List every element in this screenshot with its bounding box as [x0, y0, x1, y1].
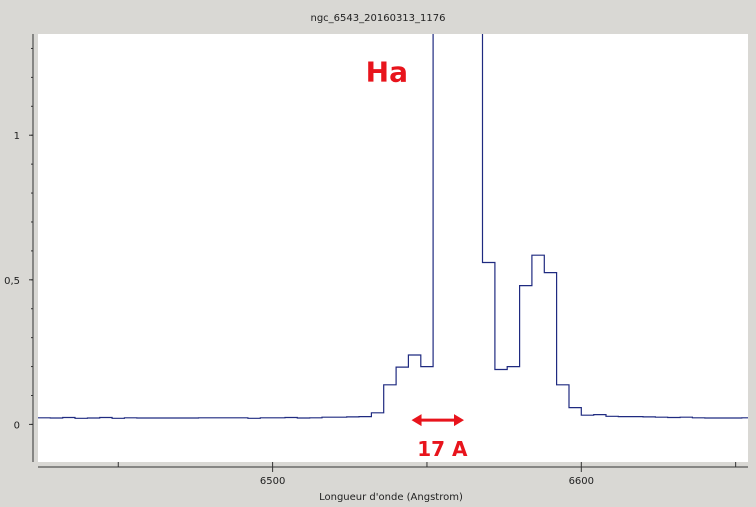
plot-area[interactable]: [38, 34, 748, 462]
width-double-arrow: [411, 414, 464, 427]
x-minor-ticks: [117, 462, 737, 467]
line-width-annotation: 17 A: [417, 437, 468, 461]
x-tick-label: 6500: [260, 476, 285, 487]
spectrum-series-line: [38, 34, 748, 419]
annotations: Ha 17 A: [366, 56, 468, 461]
axes: 00,51 6500 6600: [4, 34, 748, 487]
x-tick-label: 6600: [569, 476, 594, 487]
h-alpha-annotation: Ha: [366, 56, 408, 89]
arrow-head-right: [454, 414, 464, 427]
x-axis-title: Longueur d'onde (Angstrom): [319, 492, 463, 503]
y-tick-label: 1: [14, 131, 20, 142]
arrow-head-left: [411, 414, 422, 427]
y-tick-label: 0: [14, 420, 20, 431]
y-ticks: 00,51: [4, 131, 33, 431]
x-ticks: 6500 6600: [260, 467, 594, 487]
y-tick-label: 0,5: [4, 276, 20, 287]
chart-title: ngc_6543_20160313_1176: [311, 13, 446, 24]
